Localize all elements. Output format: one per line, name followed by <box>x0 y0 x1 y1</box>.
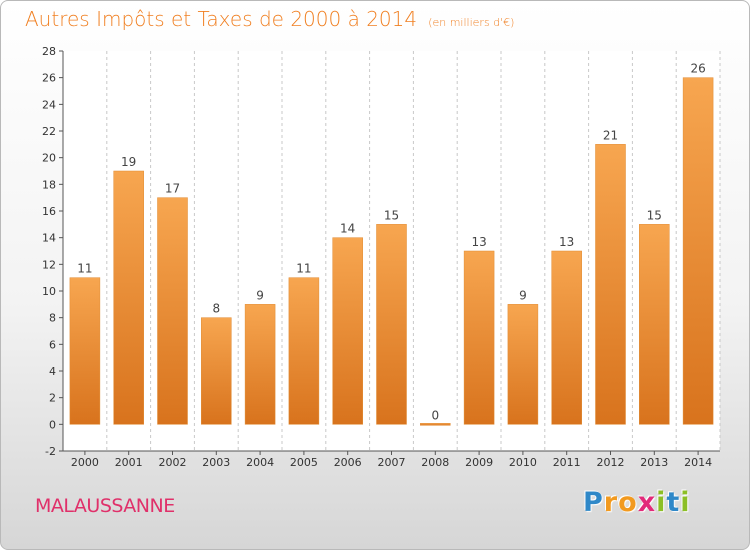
y-tick-label: 14 <box>42 232 56 245</box>
y-tick-label: 16 <box>42 205 56 218</box>
bar <box>288 277 320 425</box>
y-tick-label: 26 <box>42 72 56 85</box>
y-tick-label: 6 <box>49 338 56 351</box>
y-tick-label: 2 <box>49 392 56 405</box>
bar <box>551 250 582 425</box>
bar-value-label: 21 <box>603 128 618 142</box>
x-tick-label: 2012 <box>597 456 625 469</box>
y-tick-label: 4 <box>49 365 56 378</box>
bar-value-label: 14 <box>340 222 355 236</box>
bar <box>69 277 101 425</box>
chart-title-main: Autres Impôts et Taxes de 2000 à 2014 <box>25 7 418 31</box>
x-tick-label: 2004 <box>246 456 274 469</box>
logo-letter: x <box>637 487 657 518</box>
x-tick-label: 2013 <box>640 456 668 469</box>
x-tick-label: 2010 <box>509 456 537 469</box>
logo-letter: r <box>603 487 619 518</box>
chart-title: Autres Impôts et Taxes de 2000 à 2014 (e… <box>25 7 514 31</box>
bar <box>376 224 407 425</box>
x-tick-label: 2007 <box>378 456 406 469</box>
logo-letter: t <box>666 487 681 518</box>
bar <box>463 250 495 425</box>
y-tick-label: 12 <box>42 258 56 271</box>
proxiti-logo: Proxiti <box>583 487 691 518</box>
chart-title-unit: (en milliers d'€) <box>428 16 515 29</box>
y-tick-label: 8 <box>49 312 56 325</box>
x-tick-label: 2002 <box>159 456 187 469</box>
x-tick-label: 2009 <box>465 456 493 469</box>
bar <box>639 224 670 425</box>
bar <box>157 197 188 425</box>
y-tick-label: 24 <box>42 98 56 111</box>
commune-name: MALAUSSANNE <box>35 495 175 517</box>
x-tick-label: 2011 <box>553 456 581 469</box>
bar-value-label: 19 <box>121 155 136 169</box>
y-tick-label: 10 <box>42 285 56 298</box>
bar <box>682 77 714 425</box>
x-tick-label: 2000 <box>71 456 99 469</box>
bar <box>244 304 276 425</box>
bar-value-label: 9 <box>519 288 527 302</box>
y-tick-label: 0 <box>49 418 56 431</box>
logo-letter: i <box>680 487 691 518</box>
x-tick-label: 2003 <box>202 456 230 469</box>
x-tick-label: 2008 <box>421 456 449 469</box>
bar <box>113 170 144 425</box>
bar <box>332 237 363 425</box>
bar-value-label: 13 <box>471 235 486 249</box>
bar-value-label: 11 <box>296 262 311 276</box>
bar-value-label: 15 <box>647 208 662 222</box>
bar-value-label: 9 <box>256 288 264 302</box>
logo-letter: i <box>656 487 667 518</box>
y-tick-label: 22 <box>42 125 56 138</box>
x-tick-label: 2001 <box>115 456 143 469</box>
bar-value-label: 11 <box>77 262 92 276</box>
x-tick-label: 2006 <box>334 456 362 469</box>
bar-value-label: 0 <box>431 408 439 422</box>
x-tick-label: 2005 <box>290 456 318 469</box>
y-tick-label: -2 <box>45 445 56 458</box>
bar-value-label: 17 <box>165 182 180 196</box>
logo-letter: P <box>583 487 604 518</box>
y-tick-label: 20 <box>42 152 56 165</box>
bar-value-label: 8 <box>212 302 220 316</box>
bar <box>420 423 451 426</box>
y-tick-label: 28 <box>42 45 56 58</box>
bar-value-label: 13 <box>559 235 574 249</box>
logo-letter: o <box>618 487 638 518</box>
bar <box>507 304 539 425</box>
bar-value-label: 15 <box>384 208 399 222</box>
bar <box>595 144 626 425</box>
x-tick-label: 2014 <box>684 456 712 469</box>
y-tick-label: 18 <box>42 178 56 191</box>
bar-value-label: 26 <box>690 62 705 76</box>
bar <box>201 317 232 425</box>
